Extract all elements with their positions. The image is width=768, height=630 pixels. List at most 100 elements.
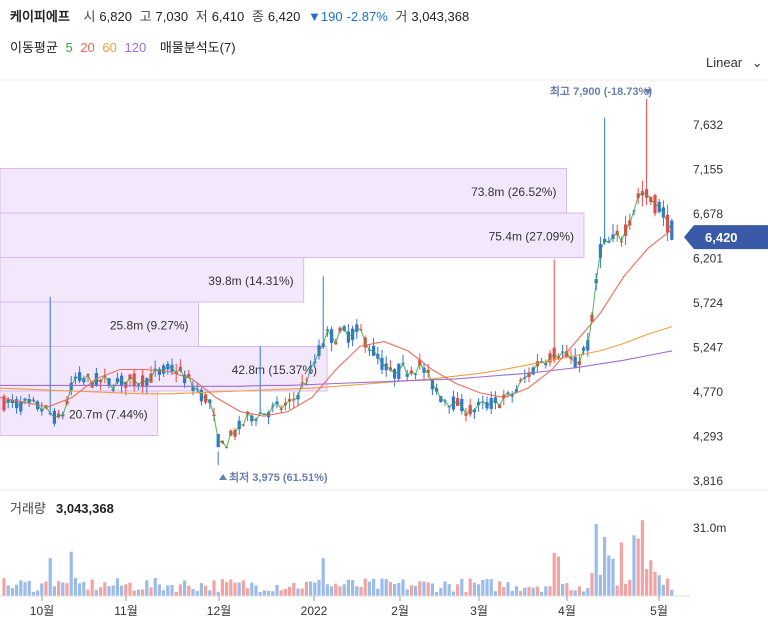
volume-bar bbox=[472, 582, 476, 596]
volume-bar bbox=[628, 579, 632, 596]
volume-bar bbox=[460, 579, 464, 596]
volume-bar bbox=[418, 581, 422, 596]
min-marker-icon bbox=[219, 474, 227, 480]
volume-panel-label: 거래량 bbox=[10, 501, 46, 516]
volume-bar bbox=[540, 591, 544, 596]
volume-bar bbox=[351, 580, 355, 596]
ma-20-label[interactable]: 20 bbox=[80, 40, 95, 55]
quote-header: 케이피에프 시 6,820 고 7,030 저 6,410 종 6,420 ▼190 -2… bbox=[10, 6, 473, 24]
volume-bar bbox=[82, 581, 86, 596]
volume-bar bbox=[208, 590, 212, 596]
volume-profile-bar bbox=[0, 168, 567, 214]
volume-bar bbox=[157, 584, 161, 596]
volume-bar bbox=[607, 555, 611, 596]
volume-bar bbox=[195, 591, 199, 596]
volume-bar bbox=[477, 584, 481, 596]
volume-bar bbox=[523, 587, 527, 596]
volume-bar bbox=[611, 558, 615, 596]
volume-bar bbox=[414, 585, 418, 596]
volume-profile-bar bbox=[0, 257, 305, 303]
volume-bar bbox=[10, 588, 14, 596]
volume-bar bbox=[124, 584, 128, 596]
y-tick-label: 6,678 bbox=[693, 207, 723, 221]
volume-bar bbox=[57, 581, 61, 596]
volume-bar bbox=[183, 580, 187, 596]
volume-bar bbox=[246, 588, 250, 596]
volume-bar bbox=[216, 591, 220, 596]
volume-panel-value: 3,043,368 bbox=[56, 501, 114, 516]
scale-dropdown[interactable]: Linear ⌄ bbox=[706, 55, 763, 71]
volume-bar bbox=[586, 588, 590, 596]
volume-bar bbox=[19, 580, 23, 596]
x-tick-label: 11월 bbox=[114, 604, 138, 618]
volume-bar bbox=[149, 587, 153, 596]
volume-bar bbox=[283, 588, 287, 596]
ma-120-label[interactable]: 120 bbox=[124, 40, 147, 55]
volume-profile-label: 20.7m (7.44%) bbox=[69, 407, 148, 421]
volume-bar bbox=[296, 588, 300, 596]
volume-bar bbox=[636, 538, 640, 596]
volume-bar bbox=[115, 578, 119, 596]
max-marker-icon bbox=[644, 89, 652, 95]
volume-bar bbox=[653, 571, 657, 596]
volume-bar bbox=[132, 590, 136, 596]
open-label: 시 bbox=[83, 9, 96, 24]
volume-bar bbox=[225, 581, 229, 596]
volume-bar bbox=[666, 578, 670, 596]
volume-bar bbox=[44, 581, 48, 596]
volume-bar bbox=[111, 585, 115, 596]
indicator-legend: 이동평균 5 20 60 120 매물분석도(7) bbox=[10, 37, 240, 56]
volume-bar bbox=[166, 585, 170, 596]
volume-bar bbox=[519, 590, 523, 596]
volume-bar bbox=[229, 579, 233, 596]
ma-60-label[interactable]: 60 bbox=[102, 40, 117, 55]
volume-bar bbox=[69, 551, 73, 596]
volume-bar bbox=[36, 590, 40, 596]
volume-bar bbox=[569, 590, 573, 596]
volume-bar bbox=[670, 589, 674, 596]
x-tick-label: 10월 bbox=[30, 604, 54, 618]
volume-bar bbox=[510, 590, 514, 596]
x-tick-label: 3월 bbox=[470, 604, 488, 618]
volume-bar bbox=[598, 574, 602, 596]
volume-bar bbox=[204, 585, 208, 596]
volume-bar bbox=[439, 587, 443, 596]
volume-profile-label[interactable]: 매물분석도(7) bbox=[159, 40, 236, 55]
volume-label: 거 bbox=[395, 9, 408, 24]
volume-profile-label: 73.8m (26.52%) bbox=[471, 185, 556, 199]
volume-bar bbox=[267, 590, 271, 596]
y-tick-label: 3,816 bbox=[693, 474, 723, 488]
volume-bar bbox=[191, 589, 195, 596]
volume-bar bbox=[258, 591, 262, 596]
x-tick-label: 4월 bbox=[558, 604, 576, 618]
volume-bar bbox=[464, 591, 468, 596]
volume-bar bbox=[338, 586, 342, 596]
volume-bar bbox=[212, 580, 216, 596]
ma-label[interactable]: 이동평균 bbox=[10, 40, 58, 55]
volume-bar bbox=[6, 585, 10, 596]
volume-bar bbox=[241, 580, 245, 596]
volume-bar bbox=[359, 586, 363, 596]
volume-bar bbox=[48, 558, 52, 596]
volume-bar bbox=[393, 584, 397, 596]
volume-bar bbox=[103, 582, 107, 596]
volume-bar bbox=[61, 582, 65, 596]
y-tick-label: 5,247 bbox=[693, 341, 723, 355]
volume-bar bbox=[237, 582, 241, 596]
y-tick-label: 7,155 bbox=[693, 163, 723, 177]
volume-bar bbox=[430, 583, 434, 596]
volume-bar bbox=[401, 579, 405, 596]
volume-bar bbox=[657, 575, 661, 596]
volume-bar bbox=[527, 586, 531, 596]
volume-bar bbox=[552, 552, 556, 596]
volume-bar bbox=[250, 582, 254, 596]
volume-bar bbox=[582, 591, 586, 596]
low-value: 6,410 bbox=[211, 9, 245, 24]
volume-bar bbox=[313, 582, 317, 596]
volume-bar bbox=[40, 583, 44, 596]
volume-bar bbox=[640, 520, 644, 596]
volume-bar bbox=[52, 586, 56, 596]
volume-bar bbox=[304, 581, 308, 596]
ma-5-label[interactable]: 5 bbox=[65, 40, 73, 55]
